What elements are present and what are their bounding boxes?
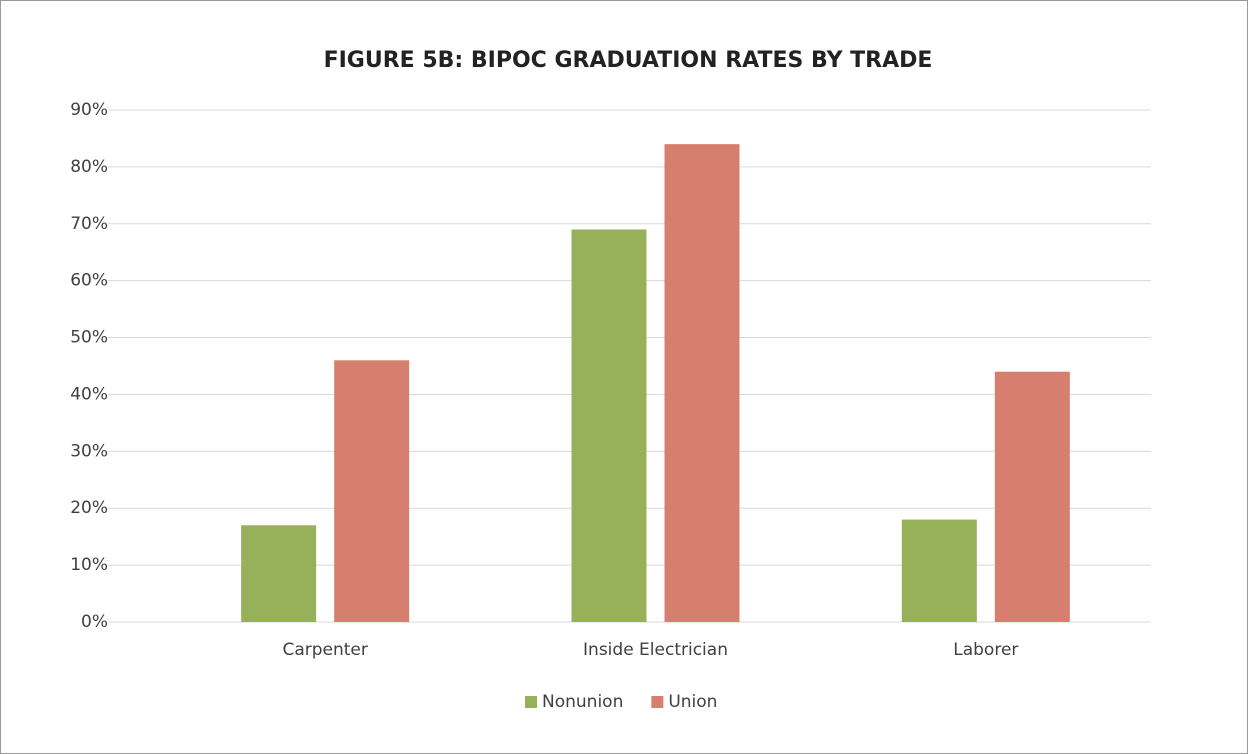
x-tick-label: Laborer [953, 640, 1018, 660]
y-tick-label: 60% [70, 271, 108, 291]
y-tick-label: 30% [70, 441, 108, 461]
legend-swatch [525, 696, 537, 708]
y-tick-label: 70% [70, 214, 108, 234]
x-tick-label: Inside Electrician [583, 640, 728, 660]
legend-label: Union [668, 692, 717, 712]
y-tick-label: 50% [70, 328, 108, 348]
y-tick-label: 0% [81, 612, 108, 632]
legend-label: Nonunion [542, 692, 623, 712]
chart-title: FIGURE 5B: BIPOC GRADUATION RATES BY TRA… [324, 48, 933, 73]
y-tick-label: 40% [70, 384, 108, 404]
y-tick-label: 80% [70, 157, 108, 177]
bar [571, 229, 647, 622]
bar [241, 525, 317, 622]
legend-swatch [651, 696, 664, 708]
bar [664, 144, 740, 622]
y-tick-label: 10% [70, 555, 108, 575]
x-tick-label: Carpenter [282, 640, 367, 660]
y-tick-label: 20% [70, 498, 108, 518]
y-tick-label: 90% [70, 100, 108, 120]
bar [334, 360, 410, 622]
bar [901, 519, 977, 622]
bar [994, 371, 1070, 622]
